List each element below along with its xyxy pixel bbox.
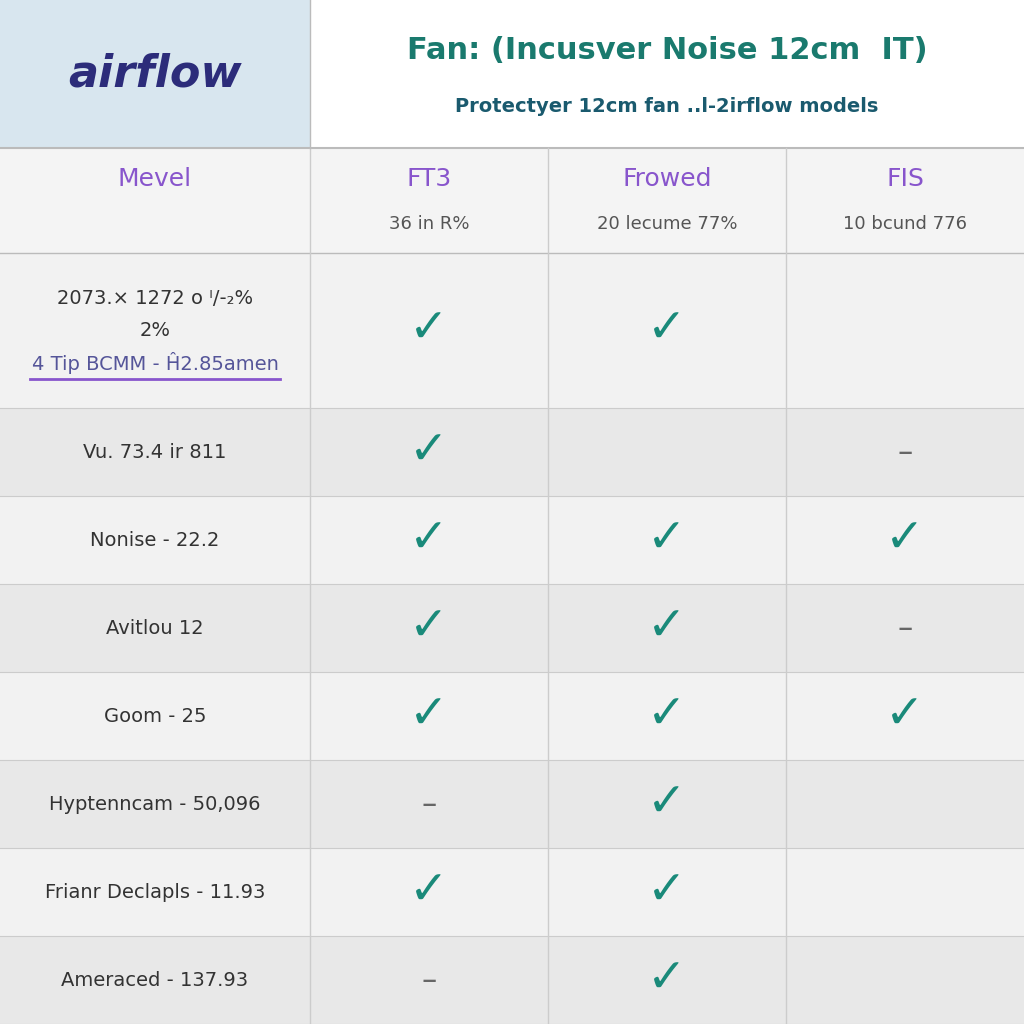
Text: Ameraced - 137.93: Ameraced - 137.93 [61,971,249,989]
Text: Mevel: Mevel [118,168,193,191]
Text: 20 lecume 77%: 20 lecume 77% [597,215,737,232]
Text: Avitlou 12: Avitlou 12 [106,618,204,638]
Text: –: – [421,790,436,818]
Text: ✓: ✓ [647,957,687,1002]
Text: Fan: (Incusver Noise 12cm  IT): Fan: (Incusver Noise 12cm IT) [407,36,928,65]
Text: ✓: ✓ [410,308,449,353]
Text: Nonise - 22.2: Nonise - 22.2 [90,530,220,550]
Text: 2%: 2% [139,321,171,340]
Bar [0,672,1024,760]
Text: ✓: ✓ [410,429,449,474]
Text: FT3: FT3 [407,168,452,191]
Text: ✓: ✓ [410,693,449,738]
Text: Hyptenncam - 50,096: Hyptenncam - 50,096 [49,795,261,813]
Text: ✓: ✓ [410,869,449,914]
Text: ✓: ✓ [647,781,687,826]
Text: 10 bcund 776: 10 bcund 776 [843,215,967,232]
Bar [0,408,1024,496]
Text: ✓: ✓ [410,517,449,562]
Text: ✓: ✓ [885,517,925,562]
Text: ✓: ✓ [647,869,687,914]
Text: ✓: ✓ [647,308,687,353]
Text: Goom - 25: Goom - 25 [103,707,206,725]
Text: Protectyer 12cm fan ..l-2irflow models: Protectyer 12cm fan ..l-2irflow models [456,97,879,116]
Bar [0,584,1024,672]
Text: ✓: ✓ [647,605,687,650]
Bar [0,936,1024,1024]
Text: 2073.× 1272 o ᴵ/-₂%: 2073.× 1272 o ᴵ/-₂% [57,289,253,308]
Bar [310,0,1024,148]
Text: –: – [897,613,912,642]
Text: airflow: airflow [69,52,242,95]
Text: –: – [897,437,912,467]
Bar [0,253,1024,408]
Bar [0,496,1024,584]
Bar [0,760,1024,848]
Text: FIS: FIS [886,168,924,191]
Bar [0,848,1024,936]
Text: ✓: ✓ [647,693,687,738]
Text: 36 in R%: 36 in R% [389,215,469,232]
Text: ✓: ✓ [885,693,925,738]
Text: Vu. 73.4 ir 811: Vu. 73.4 ir 811 [83,442,226,462]
Bar [0,148,1024,253]
Text: –: – [421,966,436,994]
Text: ✓: ✓ [647,517,687,562]
Text: Frowed: Frowed [623,168,712,191]
Bar [0,0,310,148]
Text: 4 Tip BCMM - Ĥ2.85amen: 4 Tip BCMM - Ĥ2.85amen [32,351,279,374]
Text: Frianr Declapls - 11.93: Frianr Declapls - 11.93 [45,883,265,901]
Text: ✓: ✓ [410,605,449,650]
